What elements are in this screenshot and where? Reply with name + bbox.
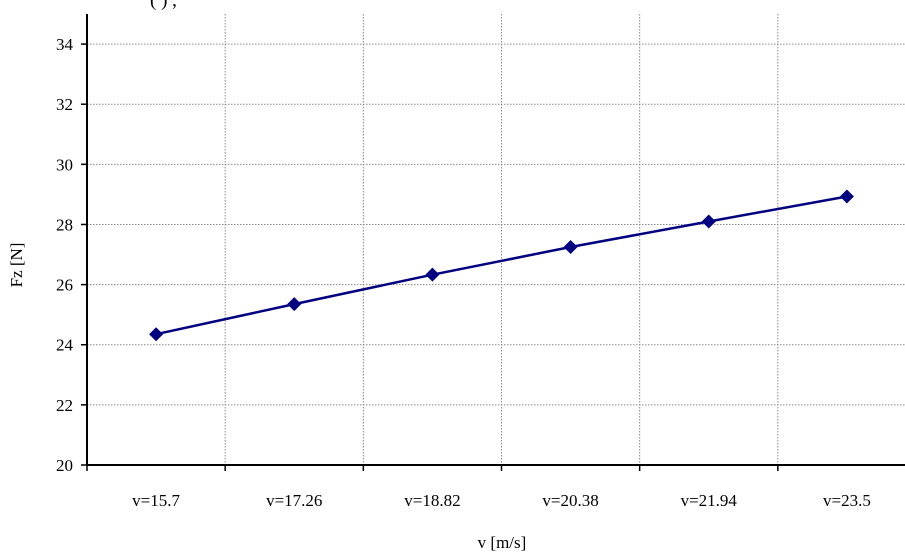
x-axis-title: v [m/s] — [478, 533, 527, 552]
data-point-marker — [839, 189, 854, 204]
data-point-marker — [563, 240, 578, 255]
y-tick-labels: 20 22 24 26 28 30 32 34 — [56, 35, 74, 475]
y-tick-label: 30 — [56, 155, 73, 174]
data-point-marker — [701, 214, 716, 229]
y-tick-label: 22 — [56, 396, 73, 415]
y-tick-label: 20 — [56, 456, 73, 475]
data-point-marker — [425, 267, 440, 282]
x-tick-label: v=18.82 — [404, 491, 460, 510]
data-point-marker — [287, 297, 302, 312]
y-tick-label: 26 — [56, 276, 73, 295]
axes — [81, 14, 905, 471]
x-tick-label: v=17.26 — [266, 491, 322, 510]
chart-title-fragment: ( ) , — [150, 0, 177, 11]
data-point-marker — [149, 327, 164, 342]
y-gridlines — [87, 43, 905, 406]
y-axis-title: Fz [N] — [7, 243, 26, 288]
y-tick-label: 28 — [56, 215, 73, 234]
y-tick-label: 24 — [56, 336, 74, 355]
x-tick-label: v=15.7 — [132, 491, 180, 510]
y-tick-label: 32 — [56, 95, 73, 114]
x-tick-label: v=20.38 — [542, 491, 598, 510]
series-line — [155, 195, 848, 336]
series-group — [149, 189, 854, 342]
x-tick-labels: v=15.7 v=17.26 v=18.82 v=20.38 v=21.94 v=23.5 — [132, 491, 871, 510]
y-tick-label: 34 — [56, 35, 74, 54]
x-tick-label: v=21.94 — [681, 491, 738, 510]
x-gridlines — [224, 14, 779, 465]
x-tick-label: v=23.5 — [823, 491, 871, 510]
